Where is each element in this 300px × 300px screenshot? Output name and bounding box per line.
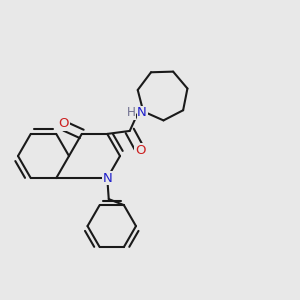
Text: N: N	[137, 106, 147, 119]
Text: N: N	[102, 172, 112, 184]
Text: O: O	[135, 144, 146, 157]
Text: H: H	[127, 106, 136, 119]
Text: O: O	[58, 117, 69, 130]
